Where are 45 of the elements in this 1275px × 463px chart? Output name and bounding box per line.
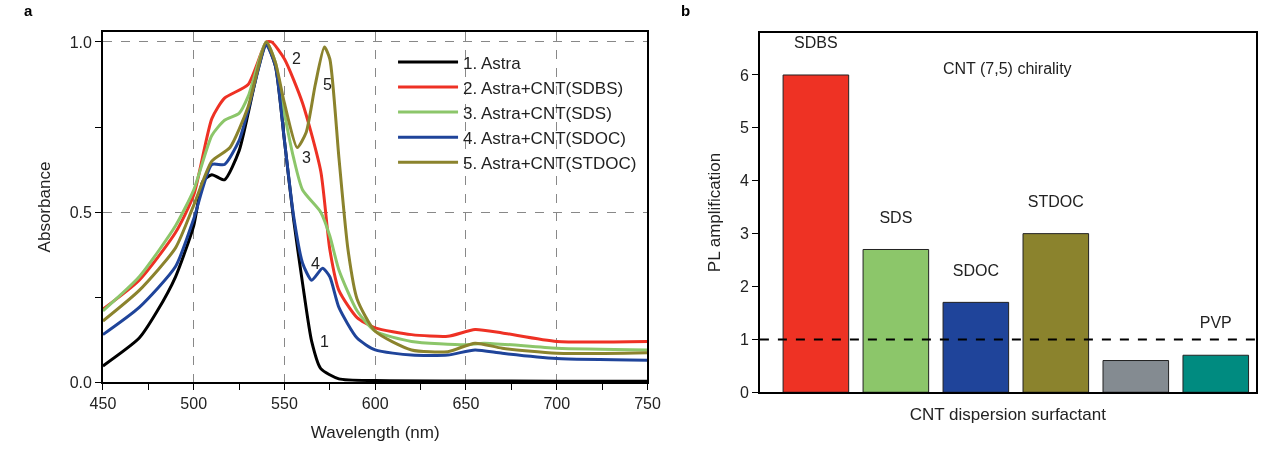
x-tick-label: 650 [452,395,480,413]
x-tick-label: SDS [879,208,913,226]
annotation: 3 [302,149,311,166]
chart-title: b [681,2,691,19]
legend-label: 4. Astra+CNT(SDOC) [463,128,626,148]
x-axis-title: Wavelength (nm) [310,423,440,443]
y-tick-label: 3 [740,225,750,243]
legend-label: 3. Astra+CNT(SDS) [463,103,612,123]
x-tick-label: STDOC [1027,192,1084,210]
bar [1022,233,1090,393]
x-tick-label: SDOC [952,261,999,279]
x-tick-label: 600 [361,395,389,413]
y-tick-label: 0.0 [69,373,93,391]
x-axis-title: CNT dispersion surfactant [909,404,1107,424]
x-tick-label: SDBS [794,34,838,52]
y-axis-title: PL amplification [705,152,725,273]
annotation: 4 [311,255,320,272]
bar [782,74,850,393]
x-tick-label: 750 [634,395,661,413]
y-tick-label: 1 [740,330,750,348]
annotation: 5 [323,76,332,93]
legend-label: 2. Astra+CNT(SDBS) [463,78,624,98]
y-tick-label: 0 [740,383,750,401]
bar [862,248,930,393]
annotation: 2 [292,50,301,67]
y-tick-label: 0.5 [69,203,93,221]
x-tick-label: 700 [543,395,571,413]
legend-label: 1. Astra [463,53,522,73]
x-tick-label: 450 [89,395,117,413]
x-tick-label: PVP [1199,314,1232,332]
chart-title: a [24,2,33,19]
y-tick-label: 6 [740,66,750,84]
legend-label: 5. Astra+CNT(STDOC) [463,153,637,173]
annotation: CNT (7,5) chirality [943,60,1072,77]
annotation: 1 [320,333,329,350]
bar [942,301,1010,393]
x-tick-label: 550 [271,395,298,413]
y-tick-label: 4 [740,172,750,190]
bar [1102,360,1170,393]
x-tick-label: 500 [180,395,208,413]
bar [1182,354,1250,393]
y-tick-label: 5 [740,119,750,137]
y-tick-label: 1.0 [69,33,93,51]
y-axis-title: Absorbance [34,161,54,253]
y-tick-label: 2 [740,278,750,296]
